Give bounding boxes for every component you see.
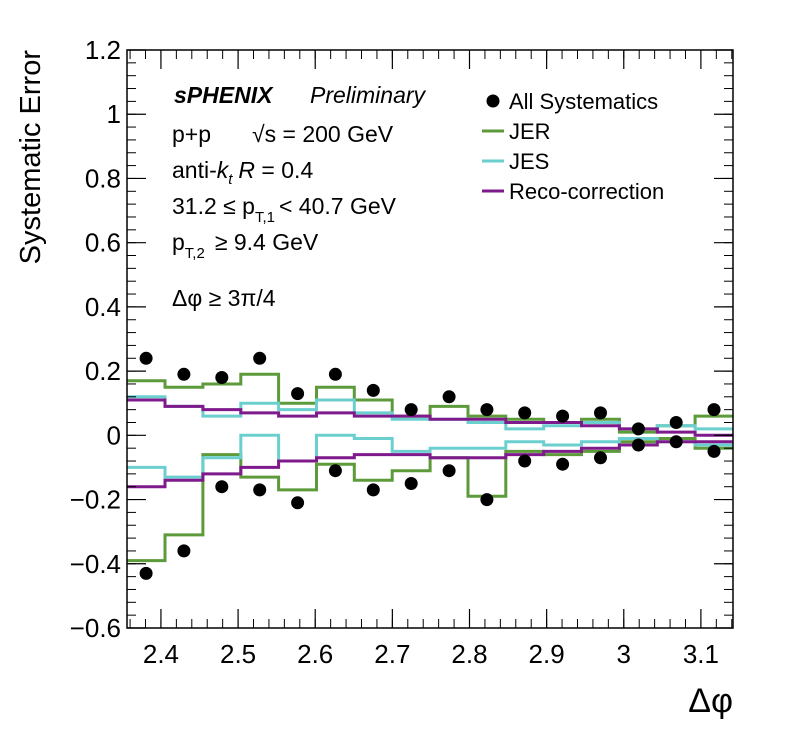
point-all-systematics-upper [669, 416, 683, 429]
points-layer [139, 351, 721, 580]
point-all-systematics-upper [594, 406, 607, 420]
point-all-systematics-upper [253, 351, 267, 365]
x-tick-label: 3 [617, 639, 631, 669]
y-tick-label: 0.6 [85, 228, 121, 258]
point-all-systematics-lower [707, 444, 721, 458]
series-reco-correction-lower [127, 440, 733, 489]
point-all-systematics-lower [328, 464, 342, 478]
legend: All Systematics JER JES Reco-correction [482, 89, 664, 204]
point-all-systematics-lower [556, 457, 570, 471]
point-all-systematics-lower [139, 566, 153, 580]
x-tick-label: 2.9 [529, 639, 565, 669]
point-all-systematics-lower [253, 483, 267, 497]
point-all-systematics-upper [366, 383, 380, 397]
x-tick-label: 2.5 [220, 639, 256, 669]
series-jer-upper [127, 372, 733, 434]
point-all-systematics-upper [139, 351, 153, 365]
point-all-systematics-upper [707, 403, 721, 417]
y-tick-label: 0.2 [85, 356, 121, 386]
point-all-systematics-upper [518, 406, 532, 420]
y-tick-label: 1 [107, 99, 121, 129]
y-tick-label: 0.8 [85, 163, 121, 193]
point-all-systematics-upper [291, 387, 305, 401]
point-all-systematics-upper [215, 371, 229, 384]
y-tick-label: −0.6 [70, 613, 121, 643]
axes-layer: −0.6 −0.4 −0.2 0 0.2 0.4 0.6 0.8 1 1.2 2.4 2.5 2.6 2.… [70, 35, 733, 669]
x-tick-label: 2.6 [297, 639, 333, 669]
y-tick-label: −0.4 [70, 549, 121, 579]
point-all-systematics-lower [631, 438, 645, 452]
dphi-cut-label: Δφ ≥ 3π/4 [172, 285, 276, 311]
series-layer [127, 372, 733, 563]
point-all-systematics-lower [215, 480, 229, 494]
legend-label-all-systematics: All Systematics [509, 89, 658, 114]
y-axis-label: Systematic Error [15, 50, 47, 265]
algorithm-label: anti-kt R = 0.4 [172, 157, 313, 188]
point-all-systematics-lower [366, 483, 380, 497]
point-all-systematics-upper [556, 409, 570, 423]
point-all-systematics-lower [442, 464, 456, 478]
y-tick-label: 1.2 [85, 35, 121, 65]
series-jes-lower [127, 433, 733, 479]
pt1-label: 31.2 ≤ pT,1 < 40.7 GeV [172, 193, 397, 226]
legend-label-jer: JER [509, 119, 551, 144]
point-all-systematics-upper [328, 367, 342, 381]
x-tick-label: 2.7 [374, 639, 410, 669]
y-tick-label: −0.2 [70, 485, 121, 515]
point-all-systematics-upper [177, 367, 191, 381]
status-label: Preliminary [310, 82, 427, 108]
x-axis-label: Δφ [688, 682, 733, 720]
point-all-systematics-lower [518, 454, 532, 468]
x-tick-label: 2.8 [451, 639, 487, 669]
point-all-systematics-lower [669, 435, 683, 449]
point-all-systematics-upper [404, 403, 418, 417]
legend-label-reco-correction: Reco-correction [509, 179, 664, 204]
point-all-systematics-upper [631, 422, 645, 436]
energy-label: √s = 200 GeV [252, 121, 394, 147]
point-all-systematics-lower [404, 477, 418, 490]
point-all-systematics-upper [480, 403, 494, 417]
x-tick-label: 3.1 [683, 639, 719, 669]
point-all-systematics-lower [480, 493, 494, 507]
plot-frame [126, 49, 734, 629]
y-tick-label: 0.4 [85, 292, 121, 322]
pt2-label: pT,2 ≥ 9.4 GeV [172, 229, 319, 262]
legend-label-jes: JES [509, 149, 549, 174]
point-all-systematics-lower [594, 451, 607, 465]
experiment-label: sPHENIX [174, 82, 274, 108]
point-all-systematics-upper [442, 390, 456, 404]
x-tick-label: 2.4 [143, 639, 179, 669]
collision-label: p+p [172, 121, 211, 147]
y-tick-label: 0 [107, 420, 121, 450]
point-all-systematics-lower [177, 544, 191, 558]
annotation-block: sPHENIX Preliminary p+p √s = 200 GeV ant… [172, 82, 427, 311]
legend-marker-all-systematics [486, 94, 500, 108]
point-all-systematics-lower [291, 496, 305, 510]
